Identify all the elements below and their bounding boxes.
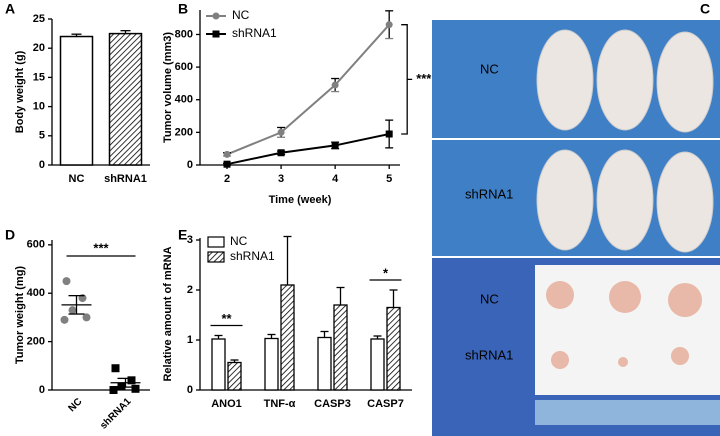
panel-label: B bbox=[178, 1, 188, 17]
x-tick-label: ANO1 bbox=[211, 398, 242, 410]
y-tick-label: 600 bbox=[175, 61, 193, 73]
y-tick-label: 2 bbox=[187, 284, 193, 296]
panel-label: E bbox=[178, 227, 187, 243]
y-axis-label: Body weight (g) bbox=[14, 50, 26, 133]
x-tick-label: TNF-α bbox=[264, 398, 296, 410]
y-tick-label: 400 bbox=[27, 287, 45, 299]
y-tick-label: 600 bbox=[27, 239, 45, 251]
marker bbox=[331, 81, 339, 89]
legend-marker bbox=[212, 12, 220, 20]
y-tick-label: 3 bbox=[187, 234, 193, 246]
bar bbox=[280, 284, 295, 391]
bar bbox=[386, 306, 401, 391]
point bbox=[82, 313, 91, 322]
y-tick-label: 400 bbox=[175, 94, 193, 106]
bar bbox=[317, 336, 332, 391]
x-tick-label: 5 bbox=[386, 173, 392, 185]
y-tick-label: 20 bbox=[33, 42, 45, 54]
y-tick-label: 5 bbox=[39, 130, 45, 142]
legend-label: shRNA1 bbox=[230, 249, 275, 263]
x-tick-label: NC bbox=[69, 173, 85, 185]
marker bbox=[331, 141, 339, 149]
y-tick-label: 0 bbox=[39, 159, 45, 171]
significance-bracket bbox=[401, 24, 413, 135]
x-tick-label: CASP3 bbox=[314, 398, 351, 410]
tumors bbox=[546, 281, 702, 369]
marker bbox=[277, 128, 285, 136]
y-tick-label: 10 bbox=[33, 101, 45, 113]
annotation: *** bbox=[93, 240, 109, 255]
point bbox=[68, 306, 77, 315]
y-axis-label: Tumor weight (mg) bbox=[14, 266, 26, 365]
bar bbox=[108, 32, 143, 166]
photo-panel: C NC shRNA1 NC shRNA1 bbox=[432, 1, 720, 436]
bar bbox=[227, 361, 242, 391]
x-tick-label: 3 bbox=[278, 173, 284, 185]
bar bbox=[211, 338, 226, 391]
bar bbox=[264, 337, 279, 391]
marker bbox=[385, 21, 393, 29]
x-tick-label: shRNA1 bbox=[98, 396, 134, 432]
mice bbox=[536, 29, 714, 253]
photo-label: shRNA1 bbox=[465, 347, 513, 362]
bar bbox=[333, 304, 348, 391]
legend-label: shRNA1 bbox=[232, 26, 277, 40]
y-axis-label: Tumor volume (mm3) bbox=[162, 32, 174, 143]
annotation: *** bbox=[416, 71, 432, 86]
legend-swatch bbox=[207, 236, 225, 248]
point bbox=[62, 277, 71, 286]
legend-label: NC bbox=[232, 8, 250, 22]
x-tick-label: 4 bbox=[332, 173, 339, 185]
y-tick-label: 0 bbox=[39, 384, 45, 396]
line bbox=[226, 133, 390, 166]
x-tick-label: NC bbox=[66, 396, 84, 414]
ruler bbox=[535, 400, 720, 425]
x-tick-label: CASP7 bbox=[367, 398, 404, 410]
bar bbox=[59, 35, 94, 166]
point bbox=[60, 315, 69, 324]
bar bbox=[370, 338, 385, 391]
legend-swatch bbox=[207, 251, 225, 263]
annotation: * bbox=[383, 265, 389, 280]
point bbox=[109, 386, 118, 394]
y-tick-label: 200 bbox=[27, 336, 45, 348]
line bbox=[226, 24, 390, 156]
marker bbox=[385, 130, 393, 138]
point bbox=[111, 364, 120, 373]
panel-label: D bbox=[5, 227, 15, 243]
legend-marker bbox=[212, 30, 220, 38]
point bbox=[117, 382, 126, 391]
x-tick-label: shRNA1 bbox=[104, 173, 147, 185]
y-tick-label: 200 bbox=[175, 126, 193, 138]
photo-label: NC bbox=[480, 61, 499, 76]
point bbox=[131, 384, 140, 393]
annotation: ** bbox=[221, 311, 232, 326]
y-axis-label: Relative amount of mRNA bbox=[162, 246, 174, 381]
y-tick-label: 800 bbox=[175, 28, 193, 40]
panel-label: A bbox=[5, 1, 15, 17]
photo-label: shRNA1 bbox=[465, 186, 513, 201]
photo-label: NC bbox=[480, 291, 499, 306]
point bbox=[127, 376, 136, 385]
legend-label: NC bbox=[230, 234, 248, 248]
x-axis-label: Time (week) bbox=[269, 194, 332, 206]
marker bbox=[223, 150, 231, 158]
y-tick-label: 15 bbox=[33, 71, 45, 83]
y-tick-label: 0 bbox=[187, 159, 193, 171]
y-tick-label: 25 bbox=[33, 13, 45, 25]
x-tick-label: 2 bbox=[224, 173, 230, 185]
y-tick-label: 0 bbox=[187, 384, 193, 396]
marker bbox=[223, 160, 231, 168]
panel-label: C bbox=[700, 1, 710, 17]
marker bbox=[277, 149, 285, 157]
y-tick-label: 1 bbox=[187, 334, 193, 346]
